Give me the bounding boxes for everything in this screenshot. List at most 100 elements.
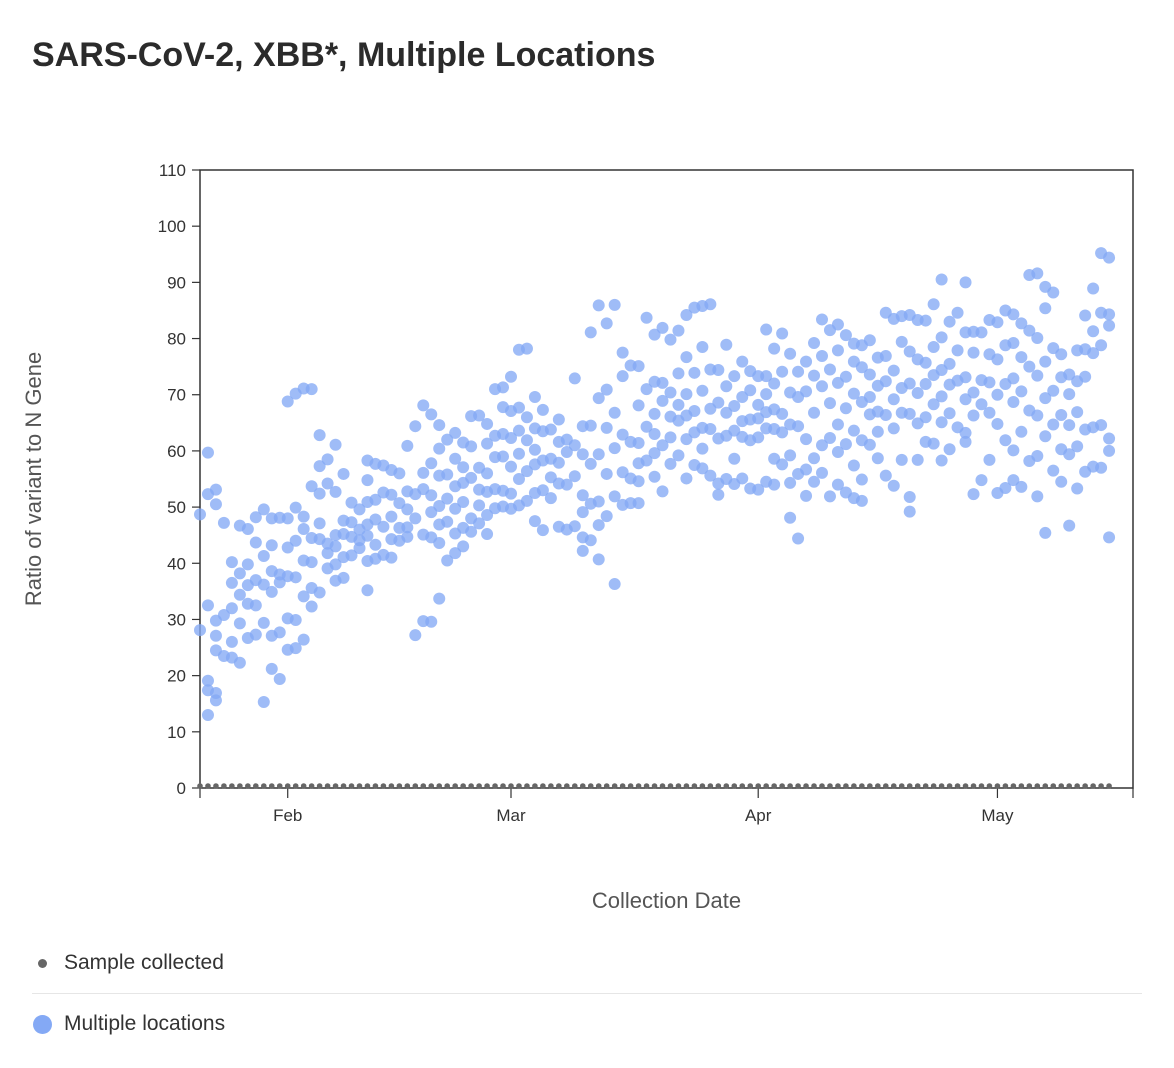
sample-marker xyxy=(348,783,355,789)
data-point xyxy=(592,392,605,405)
data-point xyxy=(257,549,270,562)
data-point xyxy=(752,431,765,444)
data-point xyxy=(584,534,597,547)
data-point xyxy=(680,472,693,485)
legend: Sample collected Multiple locations xyxy=(32,933,1142,1054)
data-point xyxy=(1007,337,1020,350)
data-point xyxy=(903,490,916,503)
data-point xyxy=(943,407,956,420)
data-point xyxy=(329,540,342,553)
data-point xyxy=(592,519,605,532)
data-point xyxy=(536,524,549,537)
sample-marker xyxy=(516,783,522,789)
data-point xyxy=(225,556,238,569)
sample-dot-icon xyxy=(37,958,47,968)
sample-marker xyxy=(452,783,458,789)
data-point xyxy=(1103,308,1116,321)
data-point xyxy=(505,460,517,473)
data-point xyxy=(289,501,302,514)
data-point xyxy=(776,407,789,420)
data-point xyxy=(1047,286,1060,299)
data-point xyxy=(520,494,533,507)
sample-marker xyxy=(771,783,777,789)
data-point xyxy=(632,475,645,488)
sample-marker xyxy=(763,783,769,789)
data-point xyxy=(313,429,326,442)
sample-marker xyxy=(723,783,730,789)
data-point xyxy=(855,361,868,374)
y-tick-label: 60 xyxy=(167,442,186,461)
data-point xyxy=(999,481,1012,494)
data-point xyxy=(927,437,940,450)
sample-marker xyxy=(332,783,339,789)
location-dot-icon xyxy=(32,1014,52,1034)
data-point xyxy=(1031,331,1044,344)
data-point xyxy=(895,335,908,348)
data-point xyxy=(895,453,908,466)
data-point xyxy=(1015,480,1028,493)
data-point xyxy=(608,578,621,591)
data-point xyxy=(879,375,892,388)
data-point xyxy=(720,380,733,393)
data-point xyxy=(465,471,478,484)
data-point xyxy=(1087,325,1100,338)
sample-marker xyxy=(707,783,714,789)
data-point xyxy=(975,474,988,487)
data-point xyxy=(233,617,246,630)
sample-marker xyxy=(396,783,403,789)
data-point xyxy=(257,696,270,709)
data-point xyxy=(768,377,781,390)
data-point xyxy=(353,503,366,516)
legend-item-locations[interactable]: Multiple locations xyxy=(32,993,1142,1054)
data-point xyxy=(959,371,972,384)
data-point xyxy=(935,331,948,344)
data-point xyxy=(584,419,597,432)
data-point xyxy=(289,614,302,627)
data-point xyxy=(449,502,462,515)
sample-marker xyxy=(819,783,825,789)
y-tick-label: 0 xyxy=(177,779,186,798)
data-point xyxy=(855,494,868,507)
data-point xyxy=(457,540,470,553)
sample-marker xyxy=(611,783,618,789)
data-point xyxy=(473,517,486,530)
y-tick-label: 30 xyxy=(167,610,186,629)
legend-item-sample[interactable]: Sample collected xyxy=(32,933,1142,993)
axes: 0 10 20 30 40 50 60 70 80 90 100 110 Feb Mar Apr May xyxy=(158,161,1134,825)
y-tick-label: 110 xyxy=(159,161,186,180)
data-point xyxy=(457,461,470,474)
data-point xyxy=(911,453,924,466)
sample-marker xyxy=(922,783,929,789)
data-point xyxy=(648,447,661,460)
data-point xyxy=(409,512,422,525)
x-tick-label: Mar xyxy=(496,806,526,825)
data-point xyxy=(640,311,653,324)
data-point xyxy=(313,460,326,473)
data-point xyxy=(329,438,342,451)
data-point xyxy=(823,490,836,503)
data-point xyxy=(927,298,940,311)
data-point xyxy=(983,376,996,389)
data-point xyxy=(417,466,430,479)
data-point xyxy=(800,489,813,502)
data-point xyxy=(313,586,326,599)
data-point xyxy=(576,506,589,519)
legend-label: Sample collected xyxy=(64,951,224,974)
data-point xyxy=(520,465,533,478)
data-point xyxy=(241,523,254,536)
data-point xyxy=(672,449,685,462)
sample-marker xyxy=(292,783,299,789)
legend-label: Multiple locations xyxy=(64,1012,226,1035)
data-point xyxy=(536,484,549,497)
data-point xyxy=(656,439,669,452)
data-point xyxy=(664,386,677,399)
data-point xyxy=(249,628,262,641)
data-point xyxy=(433,499,446,512)
data-point xyxy=(1079,309,1092,322)
sample-marker xyxy=(659,783,666,789)
data-point xyxy=(353,542,366,555)
data-point xyxy=(632,437,645,450)
data-point xyxy=(1047,464,1060,477)
data-point xyxy=(863,390,876,403)
sample-marker xyxy=(890,783,897,789)
